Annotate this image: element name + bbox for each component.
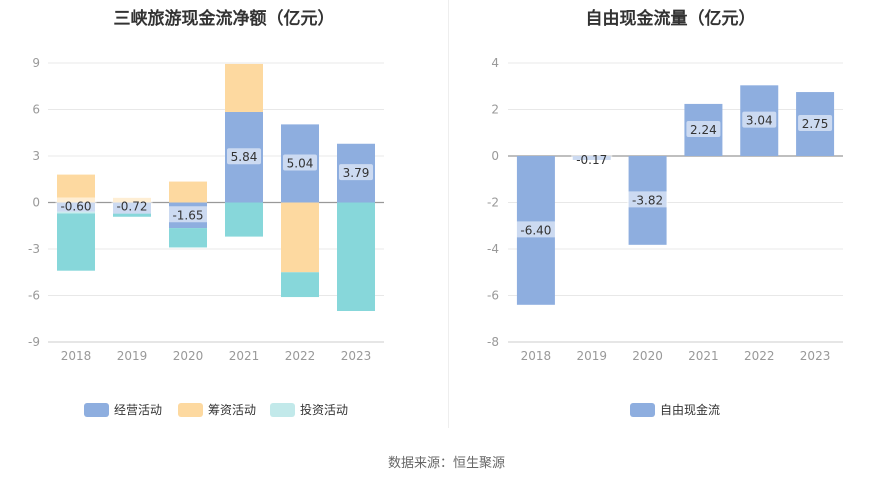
bar-0-s1 [225, 63, 263, 112]
data-label: 2.75 [802, 117, 829, 131]
y-tick-label: -8 [487, 335, 499, 349]
data-label: 3.79 [343, 166, 370, 180]
y-tick-label: -3 [28, 242, 40, 256]
data-label: -1.65 [172, 208, 203, 222]
x-tick-label: 2023 [341, 349, 372, 363]
bar-0-s2 [281, 272, 319, 298]
legend-label: 自由现金流 [660, 402, 720, 417]
data-label-bg [227, 148, 261, 165]
legend-label: 投资活动 [300, 402, 348, 417]
y-tick-label: -4 [487, 242, 499, 256]
data-label: 3.04 [746, 114, 773, 128]
x-tick-label: 2022 [744, 349, 775, 363]
data-label-bg [627, 191, 669, 208]
bar-0-s1 [169, 181, 207, 203]
legend-label: 经营活动 [114, 403, 162, 417]
bar-0-s2 [225, 202, 263, 237]
data-label: -0.17 [576, 153, 607, 167]
data-label: 5.04 [287, 156, 314, 170]
data-label: -0.60 [60, 200, 91, 214]
y-tick-label: -6 [487, 289, 499, 303]
bar-0-s2 [113, 213, 151, 217]
data-label-bg [686, 120, 721, 137]
data-label: 2.24 [690, 123, 717, 137]
data-source: 数据来源：恒生聚源 [387, 456, 505, 471]
data-label-bg [339, 164, 373, 181]
y-tick-label: 4 [491, 56, 499, 70]
legend-swatch [630, 403, 655, 417]
legend-swatch [270, 403, 295, 417]
x-tick-label: 2019 [117, 349, 148, 363]
x-tick-label: 2018 [61, 349, 92, 363]
data-label: 5.84 [231, 150, 258, 164]
x-tick-label: 2021 [688, 349, 719, 363]
x-tick-label: 2022 [285, 349, 316, 363]
y-tick-label: 3 [32, 149, 40, 163]
data-label: -6.40 [520, 223, 551, 237]
bar-0-s2 [169, 228, 207, 248]
data-label-bg [111, 197, 153, 214]
bar-0-s2 [57, 211, 95, 271]
bar-0-s1 [281, 202, 319, 273]
legend-swatch [84, 403, 109, 417]
x-tick-label: 2018 [521, 349, 552, 363]
data-label-bg [515, 221, 557, 238]
legend-swatch [178, 403, 203, 417]
y-tick-label: 2 [491, 103, 499, 117]
data-label-bg [283, 154, 317, 171]
data-label-bg [167, 206, 209, 223]
y-tick-label: -9 [28, 335, 40, 349]
data-label-bg [55, 197, 97, 214]
data-label: -3.82 [632, 193, 663, 207]
x-tick-label: 2020 [632, 349, 663, 363]
data-label-bg [571, 151, 613, 167]
y-tick-label: 6 [32, 103, 40, 117]
x-tick-label: 2021 [229, 349, 260, 363]
y-tick-label: -2 [487, 196, 499, 210]
y-tick-label: 0 [32, 196, 40, 210]
legend-label: 筹资活动 [208, 403, 256, 417]
panel-divider [448, 0, 449, 428]
y-tick-label: 0 [491, 149, 499, 163]
right-chart-title: 自由现金流量（亿元） [585, 9, 756, 29]
x-tick-label: 2023 [800, 349, 831, 363]
x-tick-label: 2019 [576, 349, 607, 363]
y-tick-label: 9 [32, 56, 40, 70]
y-tick-label: -6 [28, 289, 40, 303]
data-label-bg [798, 115, 833, 132]
left-chart-title: 三峡旅游现金流净额（亿元） [113, 9, 335, 29]
data-label-bg [742, 111, 777, 128]
x-tick-label: 2020 [173, 349, 204, 363]
bar-0-s2 [337, 202, 375, 311]
data-label: -0.72 [116, 200, 147, 214]
